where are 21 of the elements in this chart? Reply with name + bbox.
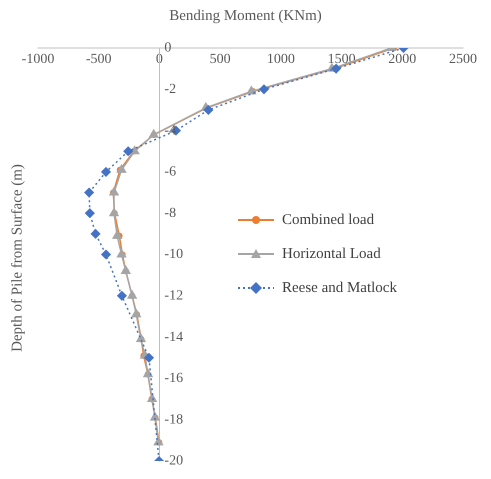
x-tick-label: -500 <box>86 52 112 68</box>
y-tick-label: -2 <box>164 82 176 97</box>
x-tick-label: 2500 <box>449 52 477 68</box>
y-tick-label: -14 <box>164 330 184 345</box>
x-tick-label: 2000 <box>388 52 416 68</box>
legend-label: Horizontal Load <box>282 246 381 262</box>
x-tick-label: 500 <box>210 52 231 68</box>
legend-label: Reese and Matlock <box>282 280 397 296</box>
y-tick-label: -18 <box>164 412 184 428</box>
y-tick-label: 0 <box>164 40 172 56</box>
x-tick-label: -1000 <box>22 52 54 68</box>
legend-label: Combined load <box>282 212 374 228</box>
y-tick-label: -20 <box>164 454 184 469</box>
y-tick-label: -6 <box>164 164 176 180</box>
y-tick-label: -16 <box>164 371 184 386</box>
y-tick-label: -10 <box>164 247 184 262</box>
y-tick-label: -8 <box>164 206 176 221</box>
x-tick-label: 1000 <box>266 52 295 68</box>
x-axis-title: Bending Moment (KNm) <box>168 8 323 25</box>
y-tick-label: -12 <box>164 288 184 304</box>
y-axis-title: Depth of Pile from Surface (m) <box>10 164 26 352</box>
